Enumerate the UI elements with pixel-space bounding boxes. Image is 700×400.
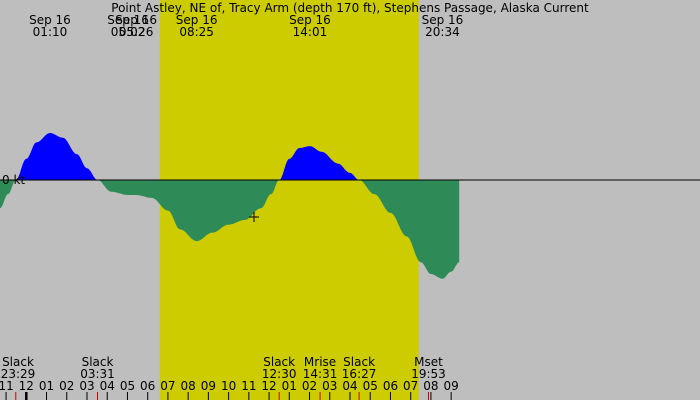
zero-label: 0 kt bbox=[2, 173, 25, 187]
extrema-date-5: Sep 16 bbox=[422, 13, 464, 27]
event-name-5: Mset bbox=[414, 355, 443, 369]
x-tick-label-10: 09 bbox=[201, 379, 216, 393]
x-tick-label-4: 03 bbox=[79, 379, 94, 393]
x-tick-label-1: 12 bbox=[19, 379, 34, 393]
x-tick-label-0: 11 bbox=[0, 379, 14, 393]
x-tick-label-17: 04 bbox=[342, 379, 357, 393]
x-tick-label-14: 01 bbox=[282, 379, 297, 393]
x-tick-label-12: 11 bbox=[241, 379, 256, 393]
extrema-date-3: Sep 16 bbox=[176, 13, 218, 27]
current-areas bbox=[0, 133, 460, 279]
x-tick-label-18: 05 bbox=[363, 379, 378, 393]
x-tick-label-3: 02 bbox=[59, 379, 74, 393]
x-tick-label-11: 10 bbox=[221, 379, 236, 393]
crosshair-cursor-icon bbox=[249, 212, 259, 222]
event-name-0: Slack bbox=[2, 355, 34, 369]
x-tick-label-8: 07 bbox=[160, 379, 175, 393]
event-name-2: Slack bbox=[263, 355, 295, 369]
extrema-date-2: Sep 16 bbox=[115, 13, 157, 27]
x-tick-label-5: 04 bbox=[100, 379, 115, 393]
x-tick-label-15: 02 bbox=[302, 379, 317, 393]
event-time-0: 23:29 bbox=[1, 367, 36, 381]
event-time-5: 19:53 bbox=[411, 367, 446, 381]
extrema-time-2: 05:26 bbox=[119, 25, 154, 39]
event-time-3: 14:31 bbox=[303, 367, 338, 381]
flood-area-3 bbox=[279, 146, 360, 180]
extrema-time-1: 05:02 bbox=[111, 25, 146, 39]
x-tick-label-16: 03 bbox=[322, 379, 337, 393]
x-tick-label-20: 07 bbox=[403, 379, 418, 393]
chart-title: Point Astley, NE of, Tracy Arm (depth 17… bbox=[111, 1, 589, 15]
ebb-area-2 bbox=[97, 180, 280, 242]
x-tick-label-21: 08 bbox=[423, 379, 438, 393]
x-axis: 11 12 01 02 03 04 05 06 07 08 09 10 11 12 01 02 03 04 05 06… bbox=[0, 379, 459, 400]
x-tick-label-22: 09 bbox=[444, 379, 459, 393]
extrema-time-4: 14:01 bbox=[293, 25, 328, 39]
extrema-date-0: Sep 16 bbox=[29, 13, 71, 27]
extrema-time-3: 08:25 bbox=[179, 25, 214, 39]
x-tick-label-9: 08 bbox=[181, 379, 196, 393]
x-tick-label-2: 01 bbox=[39, 379, 54, 393]
event-time-4: 16:27 bbox=[342, 367, 377, 381]
ebb-area-0 bbox=[0, 180, 16, 209]
event-time-2: 12:30 bbox=[262, 367, 297, 381]
x-tick-label-19: 06 bbox=[383, 379, 398, 393]
flood-area-1 bbox=[15, 133, 98, 180]
event-labels: Slack23:29Slack03:31Slack12:30Mrise14:31… bbox=[1, 355, 446, 381]
extrema-time-5: 20:34 bbox=[425, 25, 460, 39]
extrema-date-4: Sep 16 bbox=[289, 13, 331, 27]
event-name-1: Slack bbox=[82, 355, 114, 369]
x-tick-label-7: 06 bbox=[140, 379, 155, 393]
x-tick-label-13: 12 bbox=[261, 379, 276, 393]
ebb-area-4 bbox=[359, 180, 460, 279]
event-name-4: Slack bbox=[343, 355, 375, 369]
event-time-1: 03:31 bbox=[80, 367, 115, 381]
event-name-3: Mrise bbox=[304, 355, 336, 369]
extrema-date-1: Sep 16 bbox=[107, 13, 149, 27]
x-tick-label-6: 05 bbox=[120, 379, 135, 393]
extrema-time-0: 01:10 bbox=[33, 25, 68, 39]
